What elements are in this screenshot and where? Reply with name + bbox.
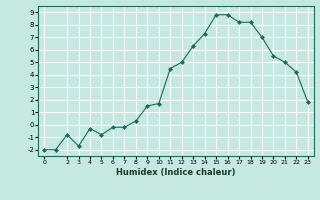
X-axis label: Humidex (Indice chaleur): Humidex (Indice chaleur) xyxy=(116,168,236,177)
